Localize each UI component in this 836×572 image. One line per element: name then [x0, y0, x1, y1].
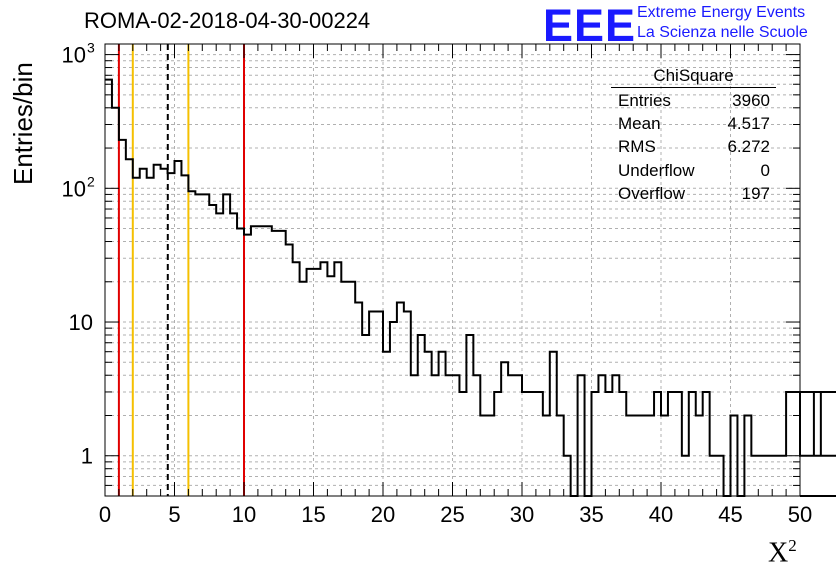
y-tick-exponent: 2: [87, 173, 95, 189]
stats-row-overflow: Overflow 197: [611, 182, 776, 205]
x-tick-labels: 0 5 10 15 20 25 30 35 40 45 50: [99, 502, 812, 527]
stats-value: 197: [741, 183, 770, 203]
x-tick-label: 30: [510, 502, 534, 527]
y-tick-label: 10: [69, 310, 93, 335]
stats-box: ChiSquare Entries 3960 Mean 4.517 RMS 6.272…: [611, 66, 776, 205]
stats-label: Entries: [618, 91, 671, 110]
y-tick-label: 1: [81, 444, 93, 469]
x-tick-label: 45: [718, 502, 742, 527]
axis-ticks: [104, 44, 801, 497]
stats-label: Mean: [618, 114, 661, 134]
logo-line-2: La Scienza nelle Scuole: [637, 24, 808, 41]
eee-logo: EEE: [543, 0, 637, 51]
x-tick-label: 15: [301, 502, 325, 527]
stats-value: 4.517: [727, 114, 770, 134]
stats-label: Overflow: [618, 183, 686, 203]
x-tick-label: 40: [649, 502, 673, 527]
run-title: ROMA-02-2018-04-30-00224: [84, 8, 371, 33]
y-tick-label: 10: [62, 176, 86, 201]
x-tick-label: 35: [579, 502, 603, 527]
y-axis-label: Entries/bin: [8, 62, 38, 185]
stats-value: 6.272: [727, 137, 770, 157]
histogram-outline: [105, 78, 836, 497]
stats-title: ChiSquare: [611, 66, 776, 88]
x-tick-label: 0: [99, 502, 111, 527]
x-tick-label: 5: [168, 502, 180, 527]
x-axis-label: X2: [768, 536, 797, 569]
y-tick-exponent: 3: [87, 40, 95, 56]
grid-lines: [105, 44, 800, 497]
stats-label: RMS: [618, 137, 656, 157]
stats-value: 0: [760, 160, 770, 180]
x-tick-label: 50: [788, 502, 812, 527]
y-tick-label: 10: [62, 43, 86, 68]
logo-line-1: Extreme Energy Events: [637, 4, 806, 21]
stats-row-entries: Entries 3960: [611, 89, 776, 112]
x-tick-label: 20: [371, 502, 395, 527]
stats-row-mean: Mean 4.517: [611, 112, 776, 135]
stats-value: 3960: [732, 91, 770, 110]
histogram-steps: [105, 78, 836, 497]
stats-label: Underflow: [618, 160, 695, 180]
stats-row-underflow: Underflow 0: [611, 159, 776, 182]
stats-row-rms: RMS 6.272: [611, 135, 776, 158]
x-tick-label: 10: [232, 502, 256, 527]
x-axis-label-text: X: [768, 537, 789, 569]
reference-lines: [117, 44, 245, 496]
x-axis-label-superscript: 2: [788, 536, 797, 555]
x-tick-label: 25: [440, 502, 464, 527]
